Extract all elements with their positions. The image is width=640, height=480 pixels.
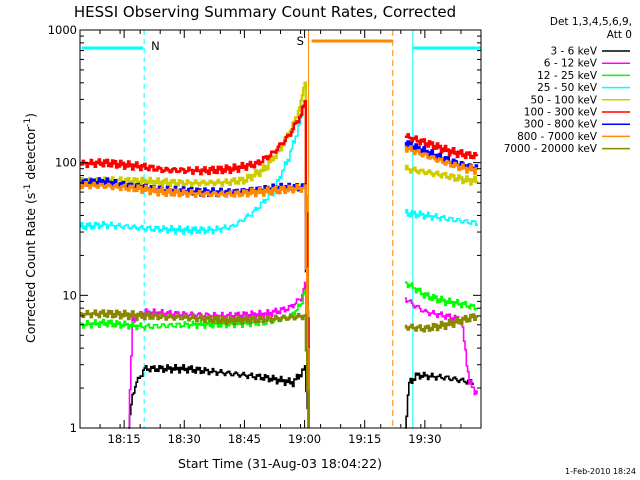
- legend-label: 300 - 800 keV: [524, 119, 598, 131]
- x-axis-label: Start Time (31-Aug-03 18:04:22): [178, 456, 382, 471]
- y-axis-label-sup2: -1: [23, 118, 33, 127]
- legend-label: 25 - 50 keV: [537, 82, 598, 94]
- plot-frame: [79, 29, 482, 429]
- series-line: [404, 145, 479, 175]
- x-tick-label: 19:15: [348, 432, 381, 446]
- y-axis-label: Corrected Count Rate (s-1 detector-1): [23, 113, 38, 343]
- x-tick-label: 19:00: [288, 432, 321, 446]
- series-800-7000-keV: [80, 145, 479, 428]
- series-line: [404, 371, 474, 429]
- series-line: [80, 181, 310, 428]
- series-line: [404, 164, 479, 186]
- series-100-300-keV: [80, 100, 479, 428]
- saa-marker: S: [297, 34, 304, 48]
- plot-timestamp: 1-Feb-2010 18:24: [565, 467, 636, 476]
- series-line: [404, 281, 478, 311]
- series-line: [128, 364, 310, 429]
- x-tick-label: 19:30: [408, 432, 441, 446]
- y-axis-label-end: ): [23, 113, 38, 118]
- series-3-6-keV: [128, 364, 474, 429]
- y-tick-label: 1000: [48, 23, 77, 37]
- series-12-25-keV: [80, 281, 478, 428]
- y-axis-label-sup1: -1: [23, 184, 33, 193]
- series-line: [404, 313, 479, 333]
- series-line: [80, 81, 310, 428]
- legend-label: 100 - 300 keV: [524, 107, 598, 119]
- series-line: [80, 177, 310, 428]
- x-tick-label: 18:45: [228, 432, 261, 446]
- series-layer: [80, 81, 479, 429]
- legend-header-line2: Att 0: [607, 29, 632, 41]
- x-tick-label: 18:15: [108, 432, 141, 446]
- legend-label: 12 - 25 keV: [537, 70, 598, 82]
- y-tick-label: 1: [70, 421, 77, 435]
- axes-layer: 18:15 18:30 18:45 19:00 19:15 19:30 1 10 100 1000: [48, 23, 482, 446]
- y-tick-label: 100: [55, 156, 77, 170]
- series-line: [80, 100, 310, 428]
- legend-label: 3 - 6 keV: [550, 46, 597, 58]
- y-axis-label-mid: detector: [23, 126, 38, 184]
- series-line: [128, 281, 310, 429]
- y-tick-label: 10: [62, 288, 77, 302]
- legend-label: 50 - 100 keV: [530, 94, 597, 106]
- series-50-100-keV: [80, 81, 479, 428]
- series-line: [404, 208, 478, 226]
- series-line: [404, 133, 479, 160]
- legend-label: 7000 - 20000 keV: [504, 143, 598, 155]
- y-axis-label-main: Corrected Count Rate (s: [23, 193, 38, 343]
- legend-label: 800 - 7000 keV: [517, 131, 598, 143]
- night-marker: N: [151, 39, 160, 53]
- legend-header-line1: Det 1,3,4,5,6,9,: [550, 16, 632, 28]
- series-7000-20000-keV: [80, 309, 479, 428]
- x-tick-label: 18:30: [168, 432, 201, 446]
- series-line: [80, 309, 310, 428]
- series-line: [404, 297, 478, 396]
- legend-label: 6 - 12 keV: [544, 58, 598, 70]
- chart-title: HESSI Observing Summary Count Rates, Cor…: [74, 3, 456, 21]
